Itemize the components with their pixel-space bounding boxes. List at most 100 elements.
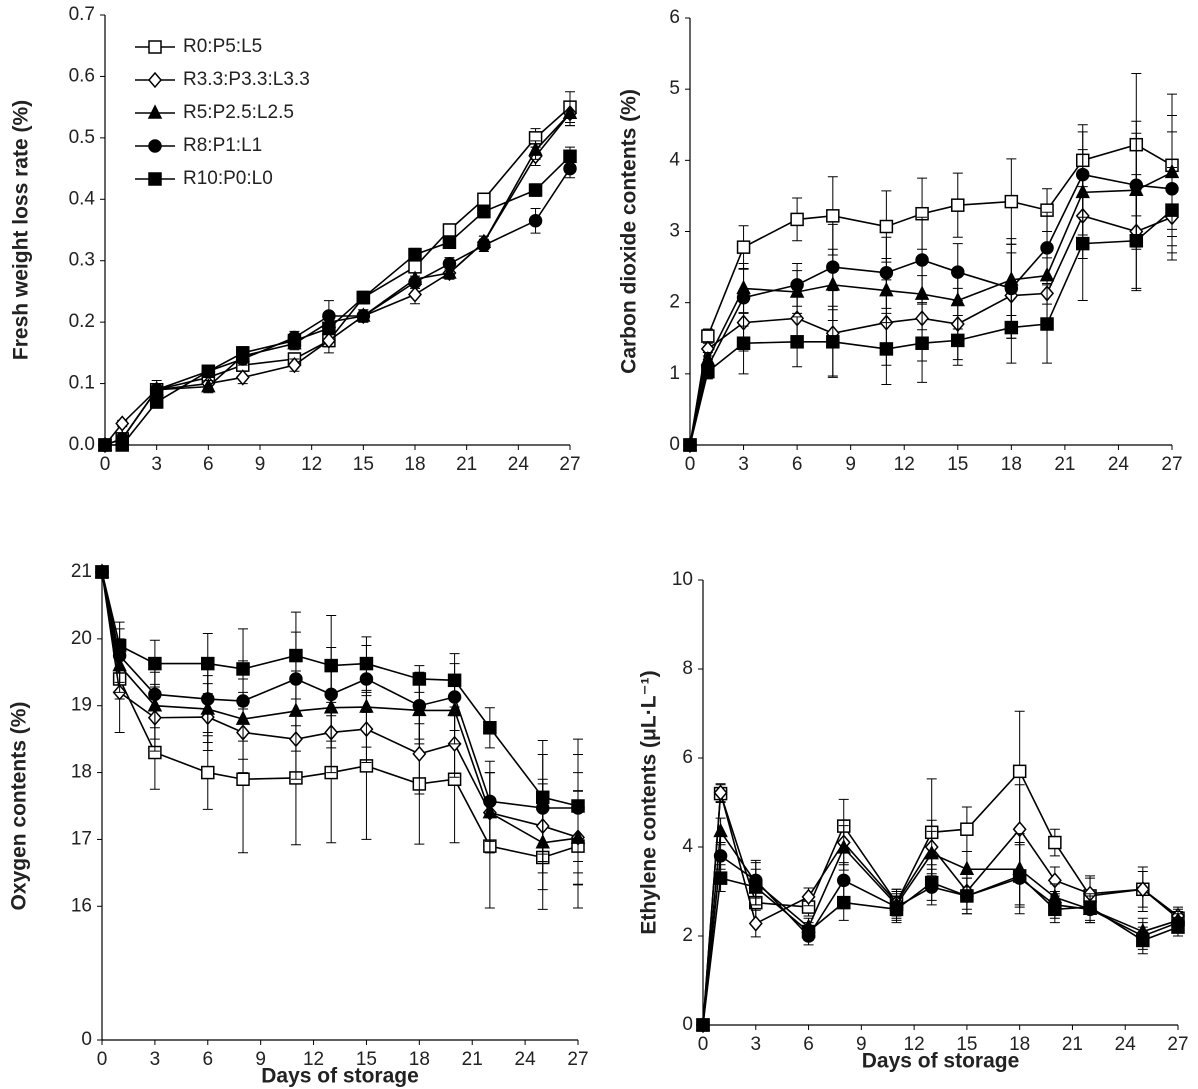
marker (1075, 167, 1090, 182)
y-tick-label: 17 (71, 828, 92, 849)
x-tick-label: 3 (750, 1034, 761, 1055)
marker (836, 895, 851, 910)
x-tick-label: 12 (303, 1049, 324, 1070)
y-tick-label: 2 (669, 292, 680, 313)
marker (289, 648, 303, 663)
series-line (689, 214, 1173, 446)
marker (235, 369, 250, 386)
marker (322, 309, 336, 323)
y-tick-label: 16 (71, 895, 92, 916)
marker (321, 332, 336, 349)
x-tick-label: 21 (1062, 1034, 1083, 1055)
x-tick-label: 27 (1167, 1034, 1188, 1055)
x-tick-label: 15 (956, 1034, 977, 1055)
y-tick-label: 18 (71, 762, 92, 783)
marker (713, 871, 728, 885)
marker (951, 265, 965, 279)
marker (236, 346, 250, 360)
marker (1012, 764, 1027, 779)
marker (149, 382, 164, 397)
marker (960, 822, 974, 836)
marker (447, 673, 462, 688)
series-line (101, 571, 579, 844)
series-line (101, 571, 579, 859)
series-line (702, 792, 1179, 1026)
marker (1012, 869, 1027, 883)
y-tick-label: 2 (682, 925, 693, 946)
x-tick-label: 18 (409, 1049, 430, 1070)
series-line (689, 209, 1173, 446)
x-tick-label: 9 (856, 1034, 867, 1055)
legend-label: R0:P5:L5 (183, 36, 262, 57)
series-line (702, 854, 1179, 1026)
x-axis-label: Days of storage (862, 1050, 1020, 1073)
series-line (689, 171, 1173, 446)
marker (287, 356, 302, 374)
y-tick-label: 4 (682, 836, 693, 857)
marker (960, 889, 974, 903)
marker (528, 183, 543, 197)
x-tick-label: 6 (803, 1034, 814, 1055)
x-tick-label: 24 (508, 454, 530, 475)
marker (356, 290, 371, 305)
marker (483, 794, 497, 809)
marker (879, 219, 894, 234)
legend-label: R3.3:P3.3:L3.3 (183, 69, 310, 90)
marker (115, 438, 129, 452)
marker (201, 692, 215, 706)
x-tick-label: 6 (202, 1049, 213, 1070)
x-tick-label: 0 (685, 454, 696, 475)
legend-marker (148, 40, 162, 54)
marker (287, 333, 302, 348)
y-tick-label: 0.5 (69, 127, 95, 148)
x-tick-label: 27 (1161, 454, 1182, 475)
marker (1040, 317, 1054, 331)
marker (826, 335, 840, 349)
marker (535, 790, 550, 805)
marker (1129, 234, 1144, 248)
marker (696, 1018, 710, 1032)
marker (408, 247, 422, 262)
marker (148, 656, 162, 671)
series-line (101, 571, 578, 809)
marker (477, 204, 491, 219)
legend-label: R5:P2.5:L2.5 (183, 102, 294, 123)
y-tick-label: 6 (682, 747, 693, 768)
marker (713, 784, 728, 801)
x-tick-label: 24 (1115, 1034, 1137, 1055)
x-tick-label: 9 (255, 1049, 266, 1070)
legend-label: R10:P0:L0 (183, 168, 273, 189)
marker (959, 860, 975, 875)
marker (201, 656, 215, 671)
series-line (104, 112, 571, 446)
series-line (689, 143, 1173, 446)
marker (801, 924, 816, 939)
x-tick-label: 21 (1054, 454, 1075, 475)
x-tick-label: 0 (97, 1049, 108, 1070)
marker (477, 238, 491, 253)
marker (790, 335, 804, 349)
x-tick-label: 15 (947, 454, 968, 475)
marker (562, 104, 578, 120)
marker (442, 264, 457, 279)
x-tick-label: 3 (150, 1049, 161, 1070)
marker (1004, 320, 1019, 335)
y-tick-label: 4 (669, 149, 680, 170)
marker (1083, 900, 1097, 914)
marker (790, 212, 804, 227)
y-tick-label: 0 (669, 434, 680, 455)
panel: 0.0 0.1 0.2 0.3 0.4 0.5 0.6 0.7 0 3 6 9 12 15 18 21 24 27… (10, 4, 581, 475)
marker (748, 915, 763, 932)
x-tick-label: 27 (559, 454, 580, 475)
marker (951, 198, 965, 212)
series-line (104, 106, 571, 446)
x-tick-label: 12 (894, 454, 915, 475)
marker (924, 875, 939, 890)
marker (201, 377, 216, 393)
marker (149, 395, 164, 409)
series-line (101, 571, 579, 839)
x-axis-label: Days of storage (261, 1065, 419, 1088)
marker (442, 223, 457, 237)
